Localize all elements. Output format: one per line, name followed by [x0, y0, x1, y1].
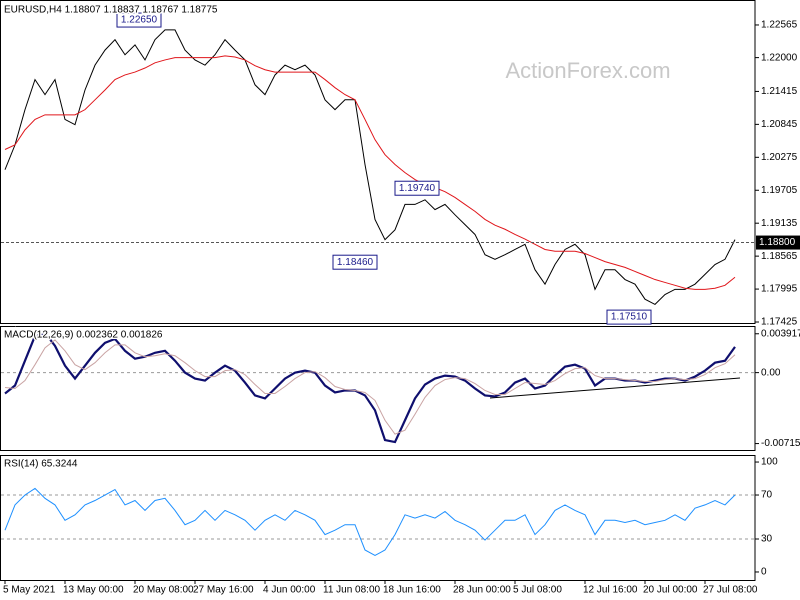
y-tick-label: 1.20845: [761, 119, 798, 130]
x-tick-label: 27 Jul 08:00: [703, 585, 758, 596]
y-tick-label: 0: [761, 567, 767, 578]
x-tick-label: 28 Jun 00:00: [453, 585, 511, 596]
y-tick-label: 100: [761, 457, 778, 468]
last-price-label: 1.18800: [759, 237, 796, 248]
annotation-label: 1.19740: [399, 183, 436, 194]
last-price-box: [756, 235, 800, 250]
series-line: [4, 55, 736, 290]
y-tick-label: 1.17995: [761, 284, 798, 295]
y-tick-label: 1.21415: [761, 86, 798, 97]
annotation-label: 1.18460: [337, 257, 374, 268]
y-tick-label: 1.22000: [761, 52, 798, 63]
x-tick-label: 27 May 16:00: [193, 585, 254, 596]
panel: [0, 455, 756, 581]
x-tick-label: 13 May 00:00: [63, 585, 124, 596]
y-tick-label: 0.00: [761, 367, 781, 378]
series-line: [4, 339, 736, 435]
annotation-box: [394, 180, 440, 196]
y-tick-label: 1.17425: [761, 317, 798, 328]
x-tick-label: 12 Jul 16:00: [583, 585, 638, 596]
watermark: ActionForex.com: [505, 58, 670, 83]
series-line: [4, 487, 736, 557]
x-tick-label: 11 Jun 08:00: [323, 585, 381, 596]
y-tick-label: -0.007152: [761, 438, 800, 449]
x-tick-label: 4 Jun 00:00: [263, 585, 316, 596]
annotation-label: 1.22650: [121, 15, 158, 26]
panel-title: RSI(14) 65.3244: [4, 459, 78, 470]
panel-title: MACD(12,26,9) 0.002362 0.001826: [4, 330, 163, 341]
panel: [0, 0, 756, 324]
annotation-label: 1.17510: [611, 312, 648, 323]
x-tick-label: 18 Jun 16:00: [383, 585, 441, 596]
y-tick-label: 1.18565: [761, 251, 798, 262]
y-tick-label: 1.19135: [761, 218, 798, 229]
y-tick-label: 1.22565: [761, 20, 798, 31]
trend-line: [489, 377, 741, 399]
series-line: [4, 29, 736, 306]
annotation-box: [606, 309, 652, 325]
y-tick-label: 1.19705: [761, 185, 798, 196]
x-tick-label: 20 Jul 00:00: [643, 585, 698, 596]
y-tick-label: 1.20275: [761, 152, 798, 163]
y-tick-label: 30: [761, 534, 773, 545]
x-tick-label: 20 May 08:00: [133, 585, 194, 596]
x-tick-label: 5 May 2021: [3, 585, 56, 596]
x-tick-label: 5 Jul 08:00: [513, 585, 562, 596]
y-tick-label: 0.003917: [761, 328, 800, 339]
y-tick-label: 70: [761, 490, 773, 501]
panel-title: EURUSD,H4 1.18807 1.18837 1.18767 1.1877…: [4, 5, 218, 16]
panel: [0, 326, 756, 451]
annotation-box: [116, 12, 162, 28]
annotation-box: [332, 254, 378, 270]
